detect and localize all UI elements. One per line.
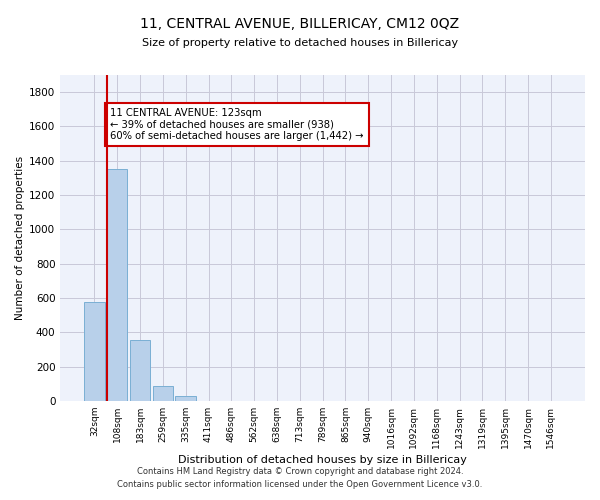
- Text: 11 CENTRAL AVENUE: 123sqm
← 39% of detached houses are smaller (938)
60% of semi: 11 CENTRAL AVENUE: 123sqm ← 39% of detac…: [110, 108, 364, 141]
- Bar: [130, 340, 151, 401]
- Y-axis label: Number of detached properties: Number of detached properties: [15, 156, 25, 320]
- Bar: [152, 386, 173, 401]
- Text: 11, CENTRAL AVENUE, BILLERICAY, CM12 0QZ: 11, CENTRAL AVENUE, BILLERICAY, CM12 0QZ: [140, 18, 460, 32]
- Bar: [175, 396, 196, 401]
- Bar: [84, 302, 104, 401]
- Text: Size of property relative to detached houses in Billericay: Size of property relative to detached ho…: [142, 38, 458, 48]
- Text: Contains HM Land Registry data © Crown copyright and database right 2024.
Contai: Contains HM Land Registry data © Crown c…: [118, 468, 482, 489]
- X-axis label: Distribution of detached houses by size in Billericay: Distribution of detached houses by size …: [178, 455, 467, 465]
- Bar: [107, 168, 127, 401]
